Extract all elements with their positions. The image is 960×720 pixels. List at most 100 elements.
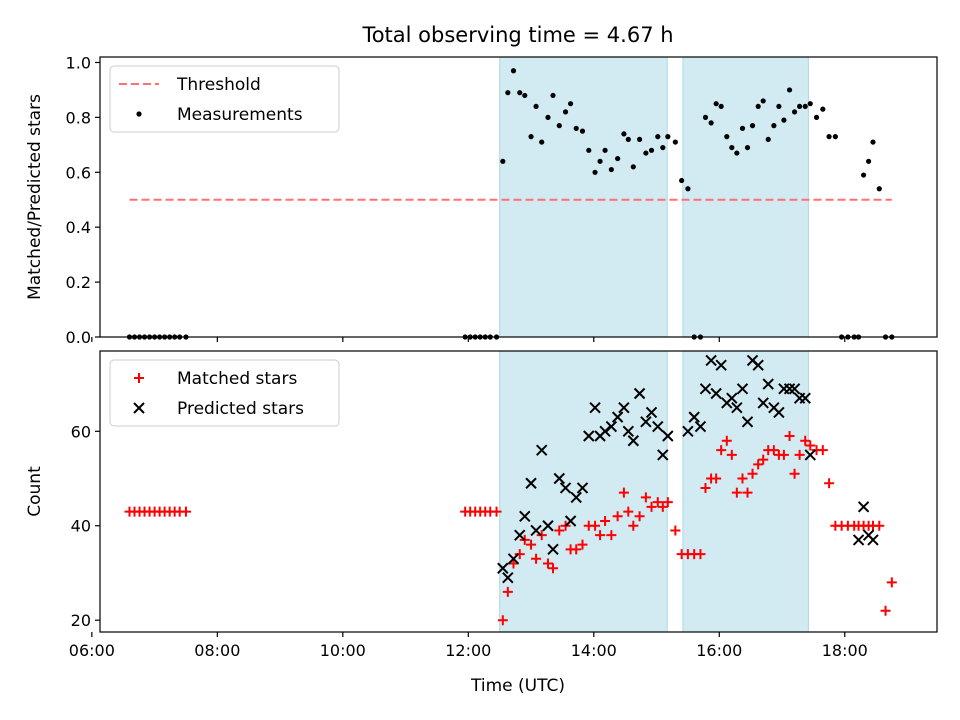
data-point: [744, 144, 751, 151]
data-point: [726, 392, 738, 404]
data-point: [622, 425, 635, 437]
data-point: [726, 449, 737, 460]
data-point: [491, 506, 502, 517]
data-point: [640, 416, 652, 428]
data-point: [605, 420, 618, 433]
data-point: [705, 354, 717, 367]
data-point: [742, 487, 753, 498]
data-point: [708, 120, 714, 126]
data-point: [562, 109, 569, 115]
y-tick-label: 1.0: [66, 53, 91, 72]
data-point: [517, 90, 523, 96]
data-point: [559, 482, 572, 494]
data-point: [595, 530, 606, 541]
data-point: [805, 440, 816, 451]
data-point: [662, 430, 674, 442]
data-point: [817, 445, 828, 456]
data-point: [554, 525, 565, 536]
data-point: [700, 482, 711, 493]
data-point: [514, 529, 526, 541]
x-tick-label: 14:00: [571, 641, 617, 660]
data-point: [530, 524, 542, 537]
y-tick-label: 60: [71, 422, 91, 441]
data-point: [618, 487, 629, 498]
data-point: [500, 158, 506, 164]
data-point: [623, 506, 634, 517]
data-point: [592, 169, 598, 175]
data-point: [796, 103, 803, 110]
data-point: [800, 435, 811, 446]
y-tick-label: 0.2: [66, 273, 91, 292]
x-tick-label: 06:00: [69, 641, 115, 660]
data-point: [778, 449, 789, 460]
data-point: [497, 615, 508, 626]
data-point: [710, 387, 722, 400]
data-point: [630, 164, 636, 170]
data-point: [749, 123, 756, 129]
chart-title: Total observing time = 4.67 h: [361, 23, 673, 47]
data-point: [762, 378, 774, 390]
data-point: [729, 144, 735, 151]
axes-frame: [99, 56, 938, 338]
data-point: [608, 166, 614, 173]
data-point: [670, 525, 681, 536]
data-point: [573, 125, 579, 131]
x-tick-label: 12:00: [445, 641, 491, 660]
data-point: [672, 139, 678, 145]
data-point: [718, 103, 724, 110]
data-point: [625, 136, 631, 142]
data-point: [583, 430, 595, 442]
data-point: [699, 383, 712, 395]
data-point: [758, 454, 769, 465]
data-point: [628, 520, 639, 531]
bottom-panel-counts: 20 40 60 06:00 08:00 10:00 12:00 14:00 16:00 18:0…: [25, 350, 938, 660]
data-point: [612, 511, 623, 522]
data-point: [525, 477, 537, 489]
data-point: [876, 186, 882, 192]
y-tick-label: 0.4: [66, 218, 91, 237]
x-tick-label: 10:00: [320, 641, 366, 660]
data-point: [615, 155, 621, 162]
data-point: [747, 468, 758, 479]
data-point: [679, 177, 685, 184]
legend-x-swatch: [133, 402, 145, 414]
data-point: [567, 101, 574, 107]
data-point: [600, 516, 611, 527]
data-point: [519, 510, 531, 523]
data-point: [606, 530, 617, 541]
y-tick-label: 0.8: [66, 108, 91, 127]
data-point: [542, 520, 554, 532]
data-point: [627, 435, 640, 447]
x-tick-label: 16:00: [696, 641, 742, 660]
data-point: [655, 134, 661, 140]
data-point: [514, 549, 525, 560]
data-point: [768, 445, 779, 456]
y-axis-label: Count: [25, 466, 45, 517]
data-point: [852, 534, 865, 546]
data-point: [886, 577, 897, 588]
data-point: [860, 172, 867, 178]
y-tick-label: 0.6: [66, 163, 91, 182]
data-point: [757, 397, 769, 409]
data-point: [788, 383, 801, 395]
data-point: [597, 158, 603, 164]
data-point: [731, 401, 743, 414]
data-point: [783, 383, 796, 395]
data-point: [539, 139, 545, 145]
data-point: [652, 497, 663, 508]
data-point: [857, 501, 870, 513]
data-point: [786, 87, 793, 93]
data-point: [753, 459, 764, 470]
data-point: [564, 515, 577, 527]
legend-box: [109, 65, 340, 133]
data-point: [870, 139, 876, 145]
data-point: [716, 445, 727, 456]
data-point: [599, 425, 611, 437]
data-point: [505, 90, 511, 96]
data-point: [662, 497, 673, 508]
legend-label: Matched stars: [177, 369, 297, 389]
legend-box: [109, 359, 340, 427]
data-point: [646, 501, 657, 512]
y-tick-label: 40: [71, 517, 91, 536]
